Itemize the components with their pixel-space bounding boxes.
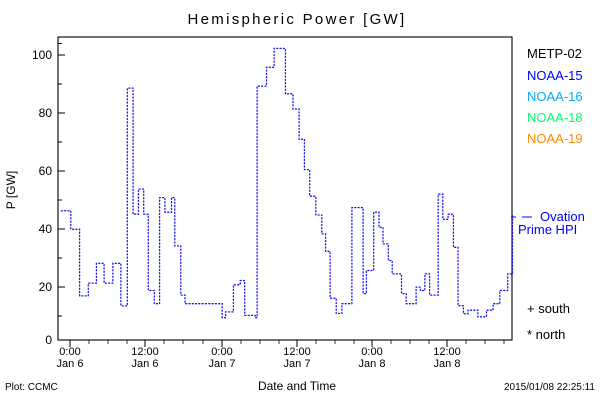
svg-text:Plot: CCMC: Plot: CCMC [5, 382, 58, 393]
svg-text:20: 20 [39, 280, 53, 294]
svg-text:0:00: 0:00 [59, 346, 80, 358]
svg-text:100: 100 [32, 48, 52, 62]
svg-text:NOAA-18: NOAA-18 [527, 110, 583, 125]
svg-text:40: 40 [39, 222, 53, 236]
svg-text:METP-02: METP-02 [527, 46, 582, 61]
svg-text:+ south: + south [527, 301, 570, 316]
svg-text:0: 0 [45, 333, 52, 347]
svg-text:Jan 8: Jan 8 [434, 358, 461, 370]
svg-text:Jan 7: Jan 7 [209, 358, 236, 370]
svg-text:Jan 7: Jan 7 [284, 358, 311, 370]
svg-text:Prime HPI: Prime HPI [518, 222, 577, 237]
svg-text:0:00: 0:00 [211, 346, 232, 358]
svg-text:Hemispheric Power [GW]: Hemispheric Power [GW] [188, 11, 407, 28]
svg-text:Jan 6: Jan 6 [132, 358, 159, 370]
svg-text:12:00: 12:00 [283, 346, 311, 358]
svg-text:2015/01/08 22:25:11: 2015/01/08 22:25:11 [504, 382, 595, 393]
svg-text:NOAA-15: NOAA-15 [527, 68, 583, 83]
svg-text:Jan 6: Jan 6 [57, 358, 84, 370]
svg-text:12:00: 12:00 [131, 346, 159, 358]
svg-text:12:00: 12:00 [433, 346, 461, 358]
svg-text:80: 80 [39, 106, 53, 120]
svg-text:60: 60 [39, 164, 53, 178]
svg-text:* north: * north [527, 327, 565, 342]
svg-text:NOAA-16: NOAA-16 [527, 89, 583, 104]
svg-text:0:00: 0:00 [361, 346, 382, 358]
svg-text:P [GW]: P [GW] [4, 171, 18, 209]
svg-text:NOAA-19: NOAA-19 [527, 131, 583, 146]
svg-text:Date and Time: Date and Time [258, 379, 336, 393]
svg-text:Jan 8: Jan 8 [359, 358, 386, 370]
